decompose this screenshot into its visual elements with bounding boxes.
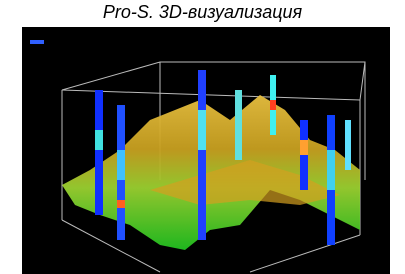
page: Pro-S. 3D-визуализация [0,0,405,274]
visualization [0,0,405,274]
legend-icon [30,40,44,44]
